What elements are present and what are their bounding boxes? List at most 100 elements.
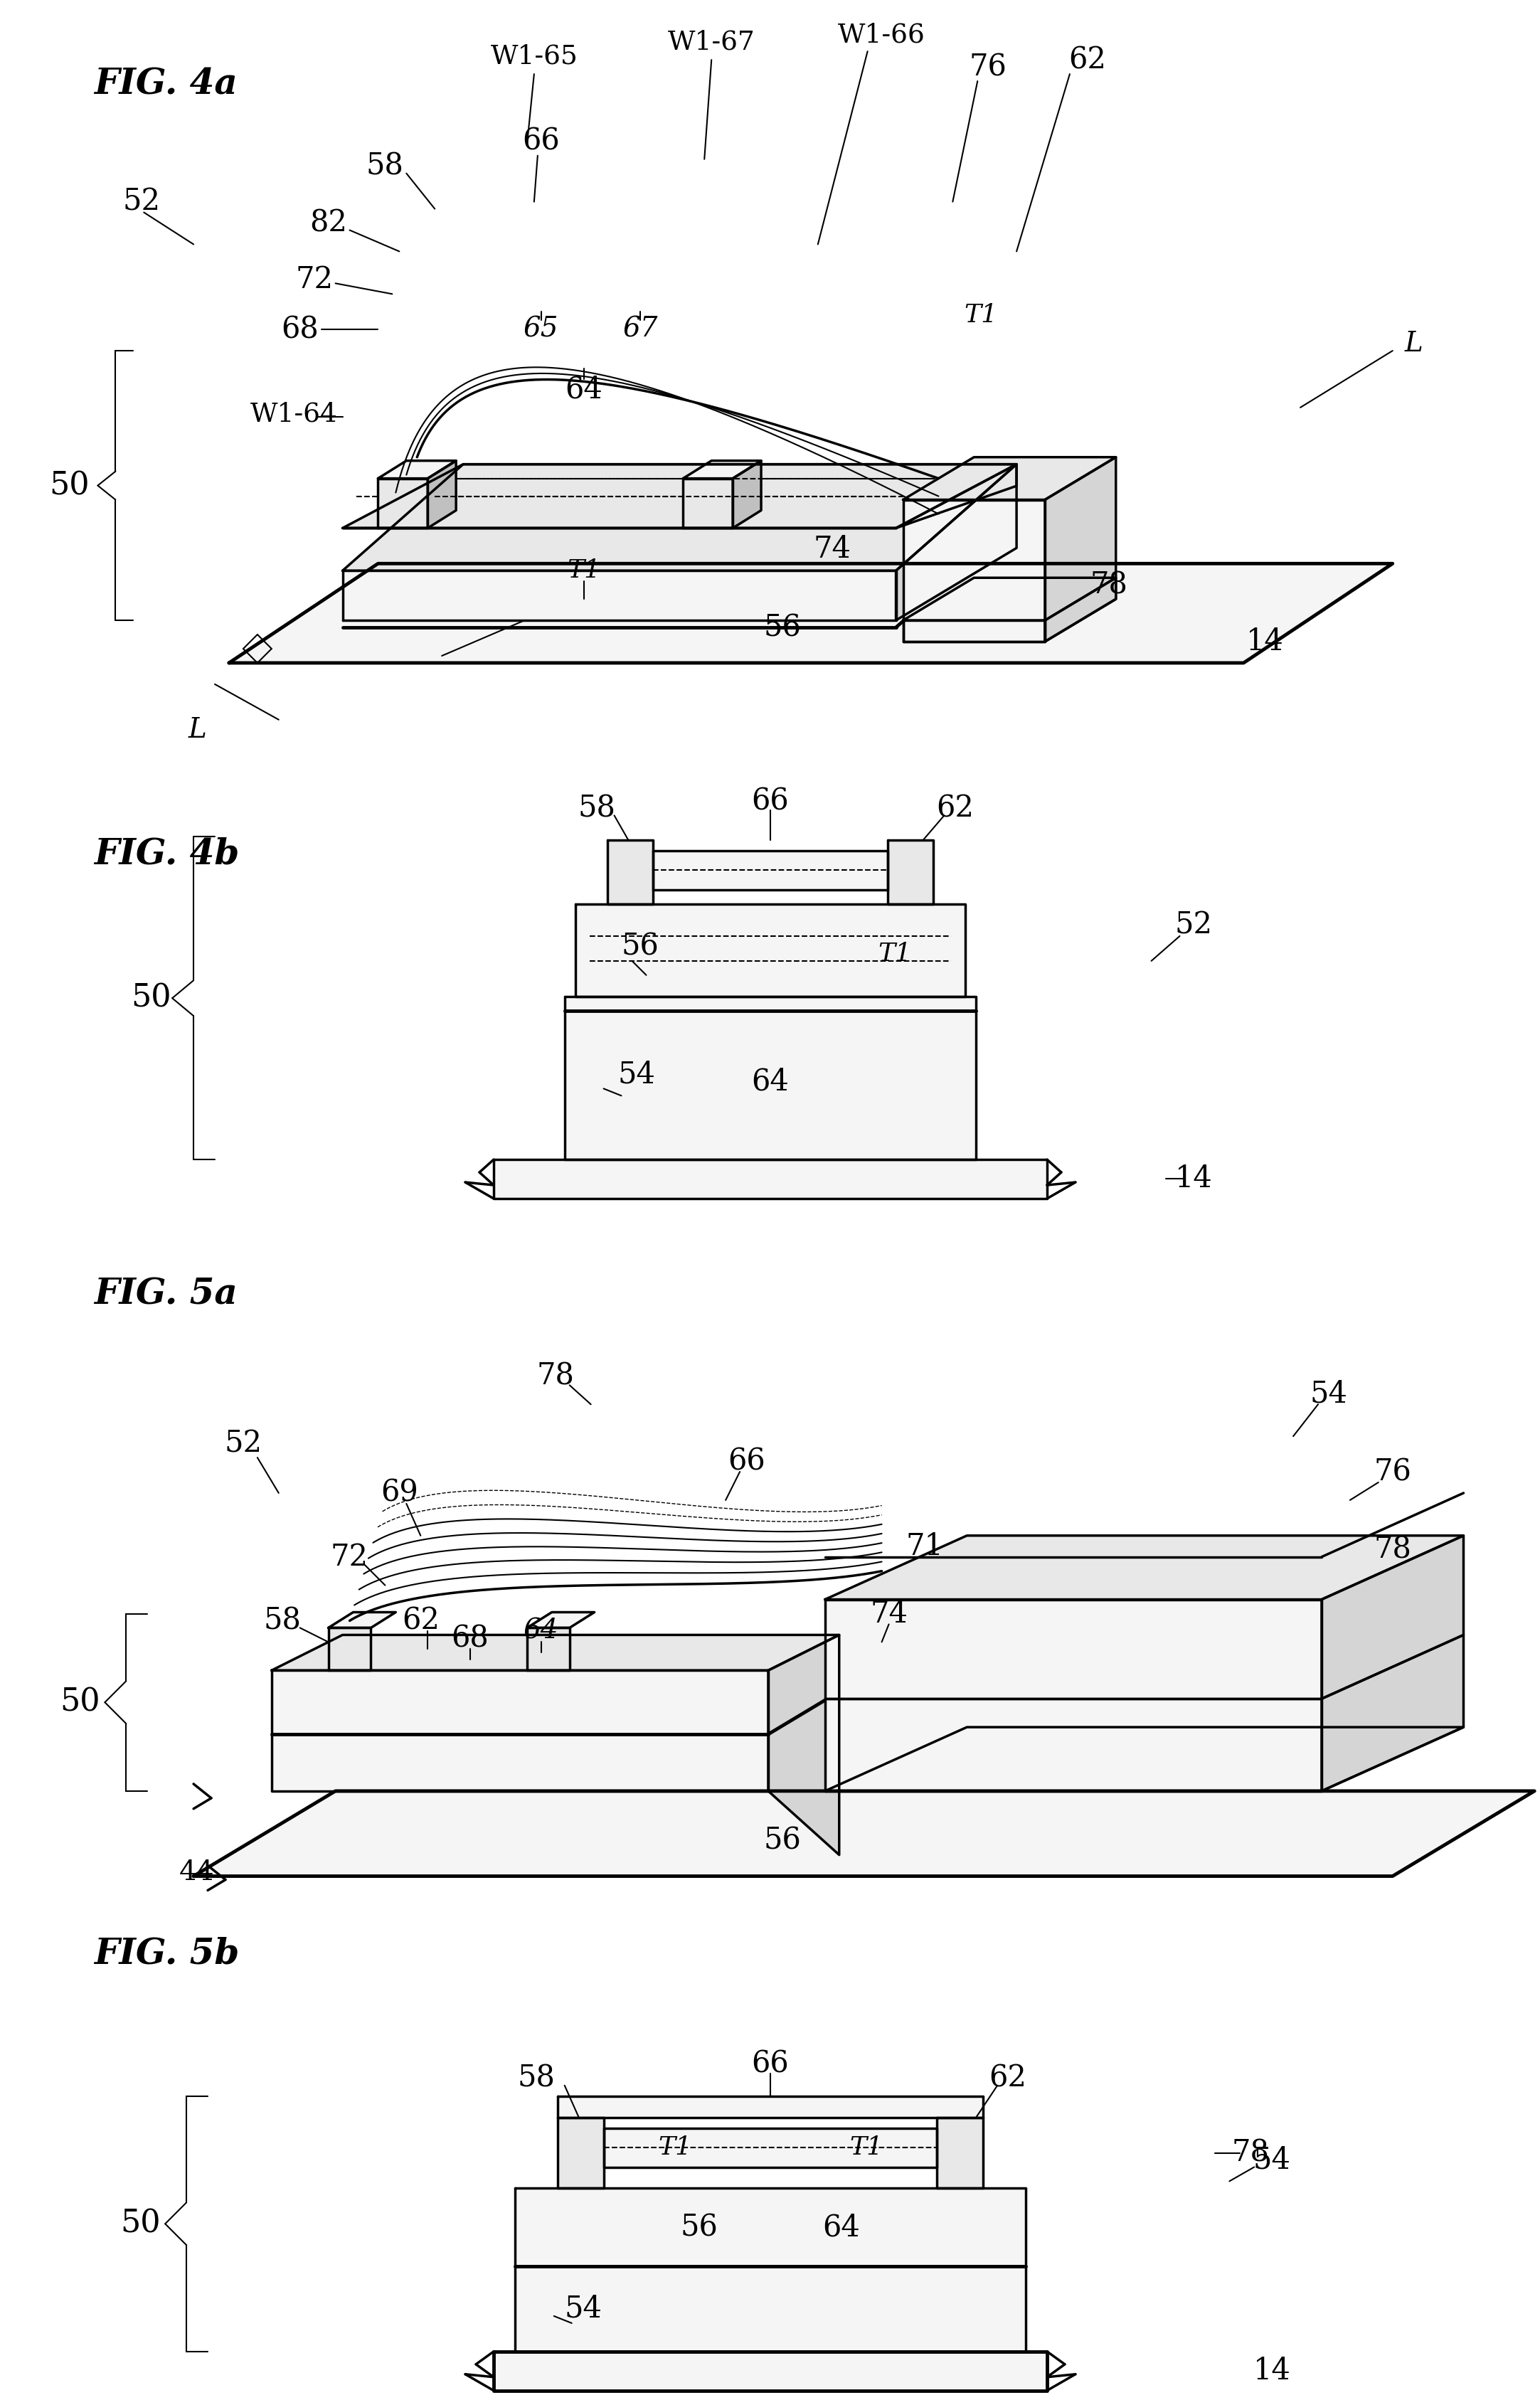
Text: 58: 58 — [517, 2064, 554, 2093]
Text: T1: T1 — [878, 941, 912, 965]
Text: 56: 56 — [681, 2213, 718, 2242]
Polygon shape — [604, 2129, 936, 2167]
Text: FIG. 4a: FIG. 4a — [94, 67, 237, 103]
Polygon shape — [576, 905, 966, 996]
Polygon shape — [557, 2095, 983, 2117]
Polygon shape — [557, 2117, 604, 2189]
Text: W1-65: W1-65 — [490, 43, 578, 70]
Polygon shape — [733, 461, 761, 528]
Text: 50: 50 — [131, 982, 171, 1013]
Polygon shape — [902, 619, 1046, 641]
Polygon shape — [494, 1159, 1047, 1198]
Text: 64: 64 — [565, 374, 602, 406]
Text: L: L — [1404, 331, 1423, 358]
Text: 56: 56 — [764, 1826, 801, 1855]
Polygon shape — [1046, 578, 1116, 641]
Text: 66: 66 — [522, 127, 561, 156]
Text: W1-66: W1-66 — [838, 22, 926, 48]
Text: 65: 65 — [524, 317, 559, 343]
Text: 50: 50 — [49, 470, 89, 502]
Polygon shape — [328, 1613, 396, 1627]
Polygon shape — [825, 1536, 1463, 1598]
Polygon shape — [342, 463, 1016, 571]
Text: 82: 82 — [310, 209, 346, 238]
Text: 50: 50 — [120, 2208, 160, 2239]
Text: L: L — [188, 718, 206, 744]
Text: FIG. 4b: FIG. 4b — [94, 838, 240, 871]
Polygon shape — [1046, 456, 1116, 641]
Text: W1-64: W1-64 — [251, 401, 337, 427]
Text: 52: 52 — [123, 187, 160, 216]
Text: 56: 56 — [621, 931, 659, 962]
Text: 68: 68 — [282, 314, 319, 343]
Polygon shape — [428, 461, 456, 528]
Text: 64: 64 — [752, 1066, 788, 1097]
Polygon shape — [527, 1613, 594, 1627]
Text: 58: 58 — [263, 1606, 300, 1637]
Polygon shape — [902, 456, 1116, 499]
Text: 52: 52 — [1175, 910, 1214, 941]
Polygon shape — [653, 852, 887, 890]
Polygon shape — [527, 1627, 570, 1670]
Polygon shape — [271, 1634, 839, 1670]
Text: 14: 14 — [1246, 626, 1284, 658]
Text: 69: 69 — [380, 1478, 417, 1507]
Text: 72: 72 — [331, 1541, 368, 1572]
Text: 64: 64 — [822, 2213, 861, 2242]
Polygon shape — [1321, 1536, 1463, 1699]
Text: 54: 54 — [565, 2294, 602, 2323]
Text: 66: 66 — [752, 2050, 788, 2078]
Text: 74: 74 — [870, 1598, 907, 1630]
Text: 62: 62 — [936, 794, 973, 823]
Polygon shape — [902, 499, 1046, 641]
Text: 62: 62 — [402, 1606, 439, 1637]
Polygon shape — [896, 463, 1016, 528]
Polygon shape — [194, 1790, 1534, 1877]
Text: 78: 78 — [1090, 569, 1127, 600]
Polygon shape — [768, 1634, 839, 1855]
Polygon shape — [825, 1699, 1321, 1790]
Text: 58: 58 — [367, 151, 403, 182]
Text: 58: 58 — [578, 794, 616, 823]
Text: 62: 62 — [989, 2064, 1027, 2093]
Polygon shape — [514, 2266, 1026, 2352]
Text: 14: 14 — [1254, 2357, 1291, 2386]
Polygon shape — [271, 1670, 768, 1790]
Polygon shape — [607, 840, 653, 905]
Polygon shape — [377, 461, 456, 478]
Text: 76: 76 — [969, 53, 1007, 82]
Polygon shape — [229, 564, 1392, 662]
Polygon shape — [684, 461, 761, 478]
Polygon shape — [825, 1728, 1463, 1790]
Polygon shape — [494, 2352, 1047, 2390]
Text: 54: 54 — [1311, 1378, 1348, 1409]
Polygon shape — [887, 840, 933, 905]
Text: 66: 66 — [728, 1447, 765, 1476]
Text: 64: 64 — [524, 1618, 559, 1644]
Text: 52: 52 — [225, 1428, 262, 1459]
Polygon shape — [377, 478, 428, 528]
Text: 74: 74 — [813, 535, 852, 564]
Polygon shape — [342, 463, 1016, 528]
Text: FIG. 5b: FIG. 5b — [94, 1937, 240, 1973]
Polygon shape — [1321, 1634, 1463, 1790]
Text: 50: 50 — [60, 1687, 100, 1718]
Text: 72: 72 — [296, 264, 333, 295]
Polygon shape — [896, 463, 1016, 619]
Text: 76: 76 — [1374, 1457, 1411, 1486]
Text: W1-67: W1-67 — [668, 29, 755, 55]
Text: 54: 54 — [618, 1058, 656, 1090]
Text: 78: 78 — [1374, 1536, 1411, 1565]
Polygon shape — [902, 578, 1116, 619]
Text: T1: T1 — [658, 2136, 691, 2160]
Polygon shape — [565, 996, 976, 1159]
Polygon shape — [684, 478, 733, 528]
Text: 56: 56 — [764, 612, 801, 643]
Text: T1: T1 — [567, 559, 601, 583]
Text: 66: 66 — [752, 787, 788, 816]
Polygon shape — [328, 1627, 371, 1670]
Text: 14: 14 — [1175, 1164, 1212, 1193]
Text: 67: 67 — [622, 317, 658, 343]
Text: T1: T1 — [850, 2136, 882, 2160]
Text: 68: 68 — [451, 1622, 490, 1654]
